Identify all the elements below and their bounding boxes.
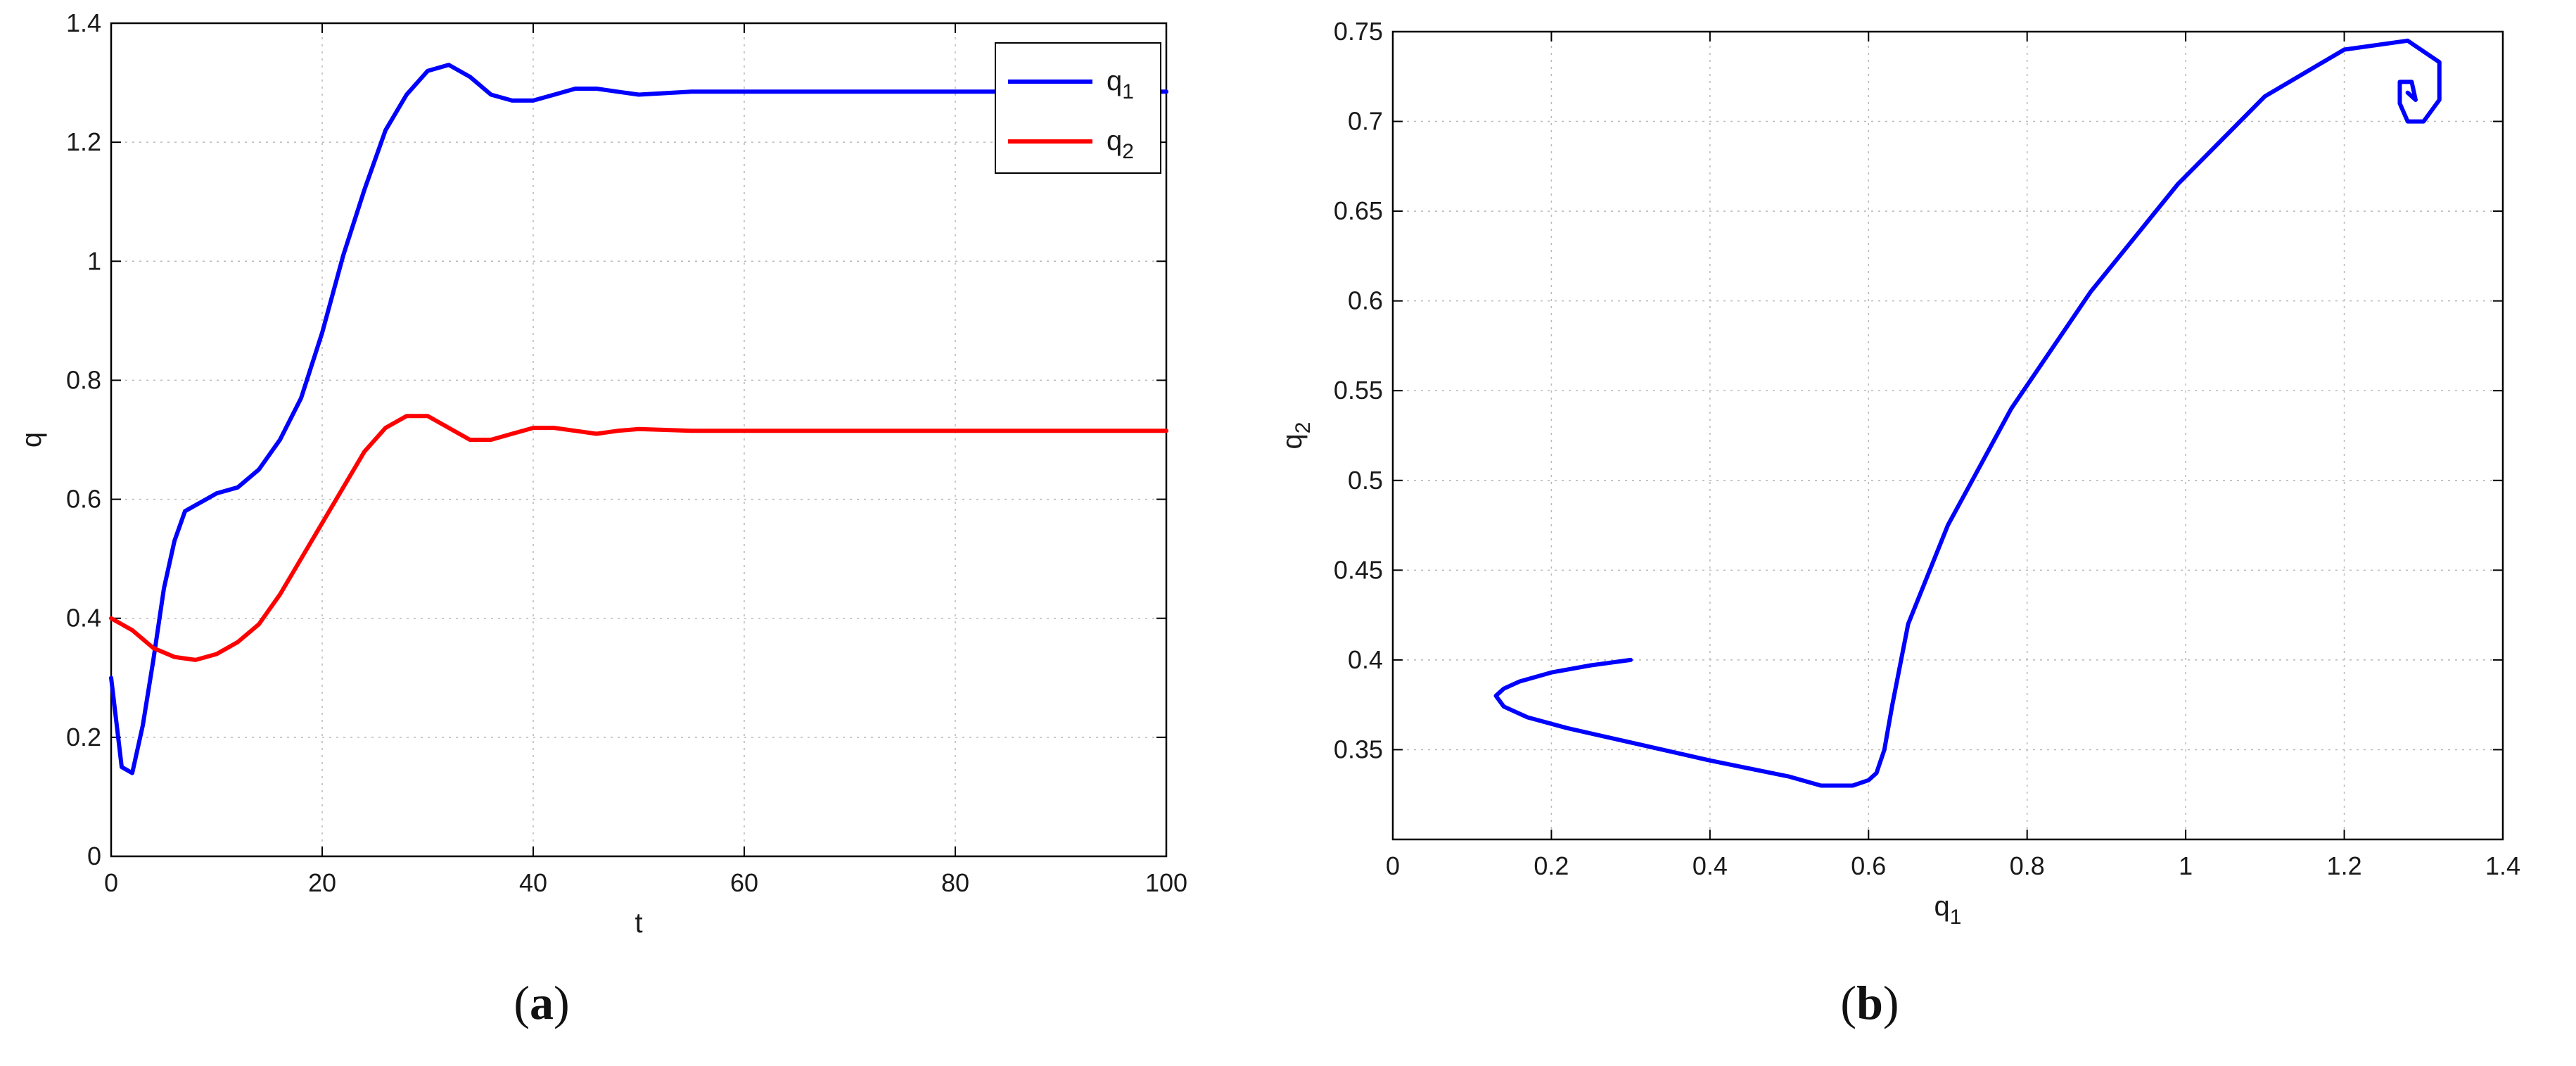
- y-axis-label: q2: [1277, 422, 1315, 450]
- panel-label: (a): [514, 976, 569, 1029]
- plot-frame: [1391, 30, 2504, 841]
- x-tick-label: 0: [1386, 851, 1400, 880]
- x-tick-label: 40: [519, 868, 547, 897]
- x-tick-label: 20: [308, 868, 336, 897]
- y-tick-label: 0.45: [1334, 555, 1383, 584]
- y-tick-label: 0.8: [66, 365, 101, 394]
- series-line-trajectory: [1493, 38, 2442, 788]
- y-tick-label: 0.2: [66, 723, 101, 751]
- x-tick-label: 0.4: [1692, 851, 1728, 880]
- legend-box: [995, 42, 1161, 174]
- series-line-q2: [109, 414, 1168, 662]
- plot-frame: [110, 22, 1168, 858]
- y-tick-label: 1: [87, 246, 101, 275]
- x-tick-label: 1.2: [2327, 851, 2362, 880]
- y-tick-label: 1.4: [66, 8, 101, 37]
- chart-panel-b: 0 0.2 0.4 0.6 0.8 1 1.2 1.4 0.35 0.4 0.45 0.5 0.55 0.…: [1277, 17, 2520, 1029]
- y-tick-label: 0.65: [1334, 196, 1383, 225]
- series-line-q1: [109, 63, 1168, 775]
- legend-entry-label: q1: [1107, 65, 1134, 103]
- y-tick-label: 0.6: [66, 485, 101, 514]
- x-tick-label: 100: [1145, 868, 1187, 897]
- y-tick-label: 0.6: [1348, 286, 1383, 315]
- y-tick-label: 0.7: [1348, 107, 1383, 136]
- chart-panel-a: 0 20 40 60 80 100 0 0.2 0.4 0.6 0.8 1 1.2 1.4 t q q1 q2 (a…: [16, 8, 1187, 1029]
- x-tick-label: 0: [104, 868, 118, 897]
- y-tick-label: 0.75: [1334, 17, 1383, 46]
- y-tick-label: 0.55: [1334, 376, 1383, 405]
- y-tick-label: 0: [87, 842, 101, 870]
- y-axis-label: q: [16, 432, 47, 448]
- x-tick-label: 0.8: [2010, 851, 2045, 880]
- x-tick-label: 0.6: [1851, 851, 1886, 880]
- legend-entry-label: q2: [1107, 125, 1134, 163]
- y-tick-label: 1.2: [66, 127, 101, 156]
- x-axis-label: t: [635, 908, 642, 939]
- y-tick-label: 0.5: [1348, 466, 1383, 495]
- x-tick-label: 1: [2179, 851, 2193, 880]
- y-tick-label: 0.4: [1348, 645, 1383, 674]
- y-tick-label: 0.4: [66, 604, 101, 633]
- x-tick-label: 0.2: [1534, 851, 1569, 880]
- x-tick-label: 80: [941, 868, 969, 897]
- x-tick-label: 60: [730, 868, 758, 897]
- y-tick-label: 0.35: [1334, 735, 1383, 763]
- x-tick-label: 1.4: [2485, 851, 2520, 880]
- x-axis-label: q1: [1934, 891, 1962, 929]
- panel-label: (b): [1840, 976, 1899, 1029]
